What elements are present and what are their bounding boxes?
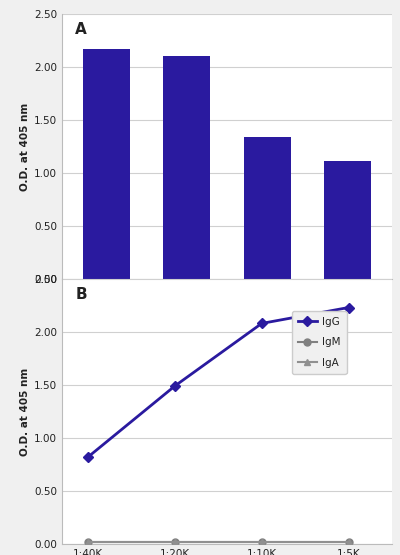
IgG xyxy=(172,382,177,389)
Bar xyxy=(324,161,371,279)
Y-axis label: O.D. at 405 nm: O.D. at 405 nm xyxy=(20,367,30,456)
Line: IgM: IgM xyxy=(84,538,352,545)
IgA xyxy=(259,538,264,545)
Line: IgA: IgA xyxy=(84,538,352,545)
Line: IgG: IgG xyxy=(84,304,352,461)
IgA xyxy=(172,538,177,545)
IgM xyxy=(86,538,90,545)
Y-axis label: O.D. at 405 nm: O.D. at 405 nm xyxy=(20,102,30,190)
X-axis label: Mouse Anti-Human IgG Fc Secondary Antibody, clone H2 (Biotin): Mouse Anti-Human IgG Fc Secondary Antibo… xyxy=(62,302,392,311)
IgA xyxy=(86,538,90,545)
Text: B: B xyxy=(75,287,87,302)
IgG xyxy=(259,320,264,327)
Legend: IgG, IgM, IgA: IgG, IgM, IgA xyxy=(292,311,346,374)
IgG xyxy=(86,453,90,460)
Bar xyxy=(164,56,210,279)
IgM xyxy=(259,538,264,545)
IgM xyxy=(172,538,177,545)
IgM xyxy=(346,538,351,545)
Text: A: A xyxy=(75,22,87,37)
IgG xyxy=(346,304,351,311)
Bar xyxy=(244,137,290,279)
Bar xyxy=(83,49,130,279)
IgA xyxy=(346,538,351,545)
